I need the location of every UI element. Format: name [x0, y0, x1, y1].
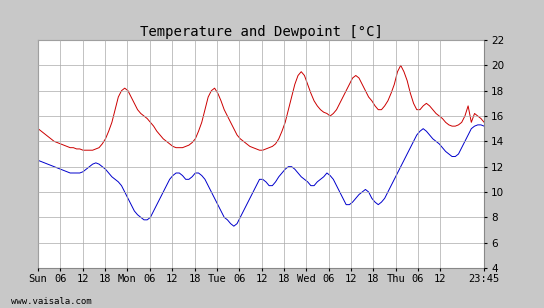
Text: www.vaisala.com: www.vaisala.com: [11, 298, 91, 306]
Title: Temperature and Dewpoint [°C]: Temperature and Dewpoint [°C]: [140, 25, 382, 39]
